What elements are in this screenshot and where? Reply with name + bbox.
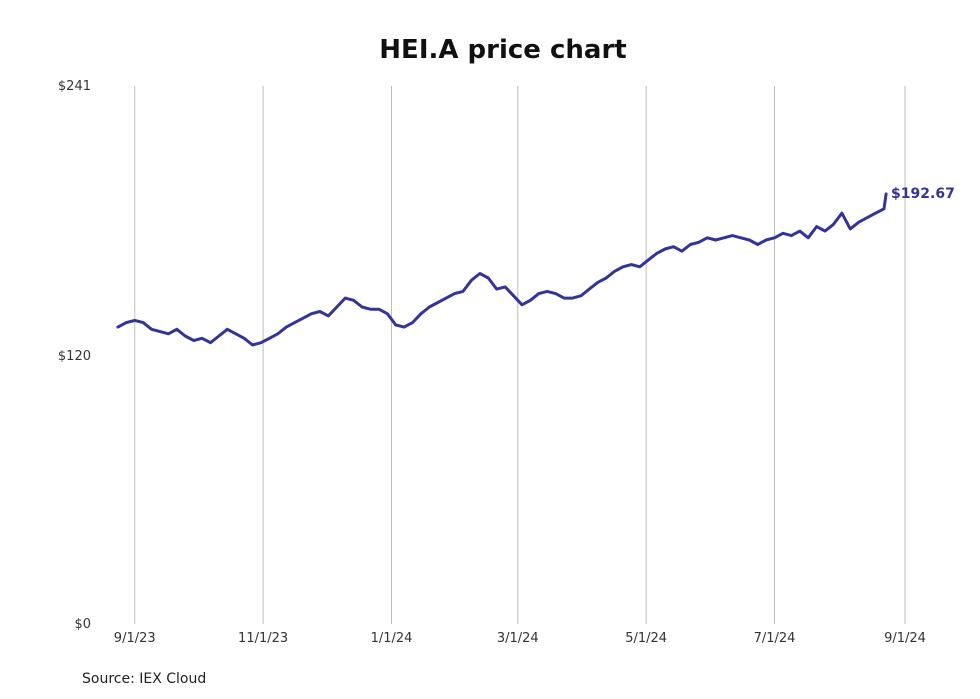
x-tick-label: 9/1/23 bbox=[114, 631, 156, 646]
vertical-gridlines bbox=[134, 86, 906, 624]
y-tick-label: $241 bbox=[58, 79, 91, 94]
x-tick-label: 1/1/24 bbox=[371, 631, 413, 646]
y-tick-label: $120 bbox=[58, 349, 91, 364]
source-note: Source: IEX Cloud bbox=[82, 671, 206, 687]
price-series-line bbox=[116, 192, 888, 347]
x-axis-ticks: 9/1/23 11/1/23 1/1/24 3/1/24 5/1/24 7/1/24 9/1… bbox=[114, 631, 926, 646]
x-tick-label: 5/1/24 bbox=[625, 631, 667, 646]
chart-title: HEI.A price chart bbox=[379, 35, 626, 65]
y-axis-ticks: $0 $120 $241 bbox=[58, 79, 91, 632]
y-tick-label: $0 bbox=[74, 617, 91, 632]
x-tick-label: 3/1/24 bbox=[497, 631, 539, 646]
x-tick-label: 7/1/24 bbox=[754, 631, 796, 646]
x-tick-label: 11/1/23 bbox=[238, 631, 288, 646]
x-tick-label: 9/1/24 bbox=[884, 631, 926, 646]
last-price-label: $192.67 bbox=[891, 186, 955, 202]
